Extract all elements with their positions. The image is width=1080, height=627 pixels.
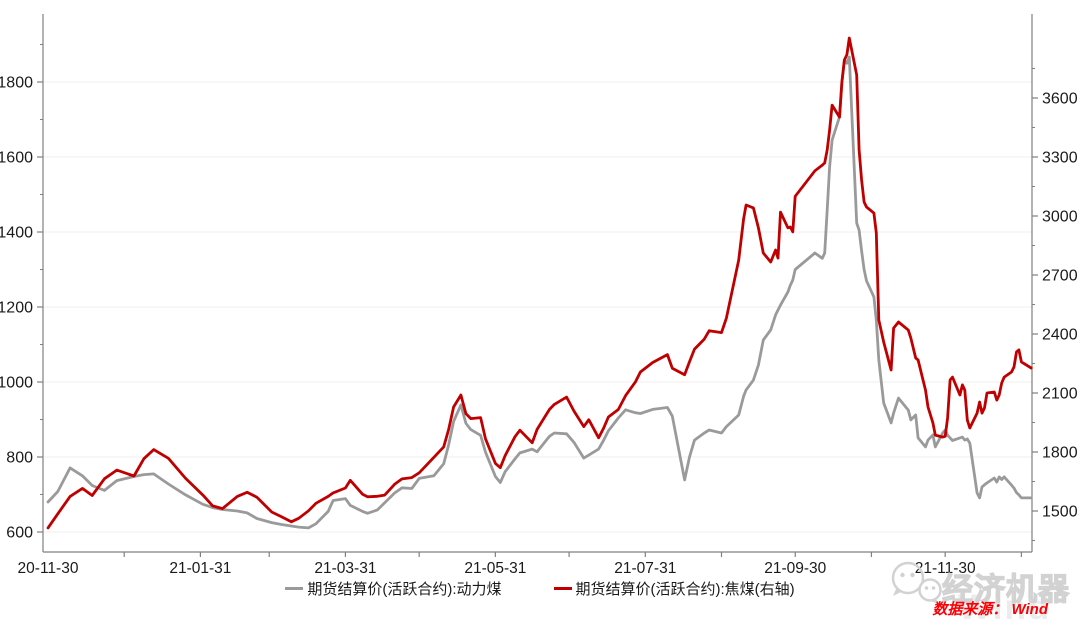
svg-text:1200: 1200 — [0, 300, 33, 317]
svg-text:3300: 3300 — [1042, 150, 1078, 167]
data-source-note: 数据来源： Wind — [932, 601, 1048, 618]
svg-text:600: 600 — [6, 525, 33, 542]
svg-text:21-07-31: 21-07-31 — [614, 560, 676, 577]
svg-text:21-09-30: 21-09-30 — [764, 560, 826, 577]
svg-text:21-03-31: 21-03-31 — [314, 560, 376, 577]
svg-text:1000: 1000 — [0, 375, 33, 392]
svg-text:20-11-30: 20-11-30 — [18, 560, 79, 577]
svg-text:1400: 1400 — [0, 225, 33, 242]
svg-text:21-11-30: 21-11-30 — [915, 560, 976, 577]
svg-text:1500: 1500 — [1042, 504, 1078, 521]
svg-text:800: 800 — [6, 450, 33, 467]
svg-text:2100: 2100 — [1042, 386, 1078, 403]
svg-text:21-05-31: 21-05-31 — [464, 560, 526, 577]
svg-text:1800: 1800 — [1042, 445, 1078, 462]
svg-text:2700: 2700 — [1042, 268, 1078, 285]
svg-text:3000: 3000 — [1042, 209, 1078, 226]
svg-text:1800: 1800 — [0, 75, 33, 92]
svg-text:1600: 1600 — [0, 150, 33, 167]
svg-text:2400: 2400 — [1042, 327, 1078, 344]
svg-text:3600: 3600 — [1042, 91, 1078, 108]
svg-text:21-01-31: 21-01-31 — [169, 560, 231, 577]
